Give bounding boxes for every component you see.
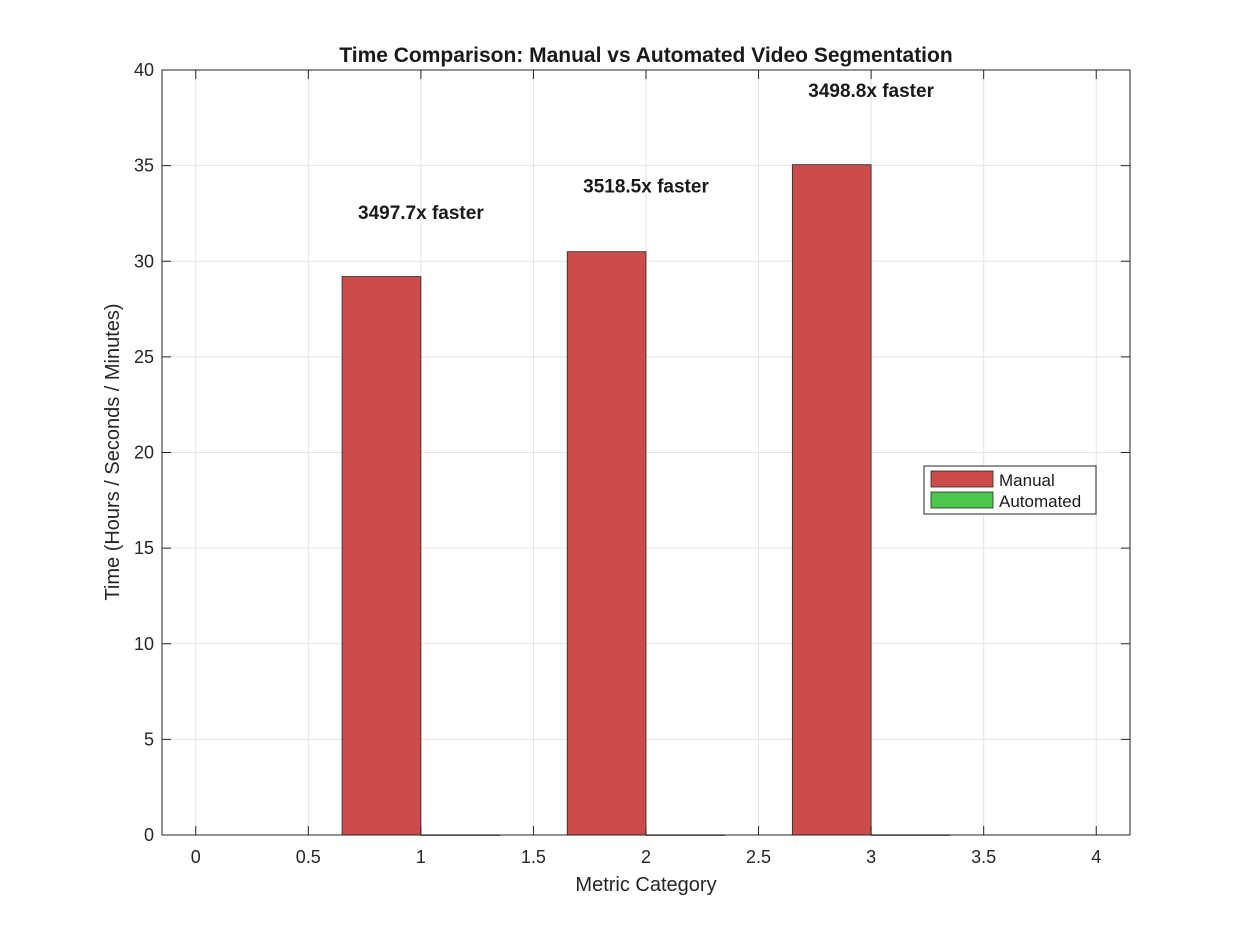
y-tick-label: 10: [134, 634, 154, 654]
x-tick-label: 2: [641, 847, 651, 867]
y-tick-label: 40: [134, 60, 154, 80]
legend-swatch-manual: [930, 470, 994, 488]
bars: [341, 164, 951, 836]
y-tick-label: 5: [144, 729, 154, 749]
y-tick-label: 25: [134, 347, 154, 367]
x-axis-label: Metric Category: [575, 874, 716, 896]
x-tick-label: 1: [416, 847, 426, 867]
y-tick-label: 0: [144, 825, 154, 845]
chart-title: Time Comparison: Manual vs Automated Vid…: [339, 44, 952, 67]
bar-manual-1: [341, 276, 422, 836]
y-tick-label: 35: [134, 156, 154, 176]
legend-swatch-automated: [930, 491, 994, 509]
bar-manual-2: [566, 251, 647, 836]
legend-label-manual: Manual: [999, 471, 1055, 490]
bar-manual-3: [791, 164, 872, 836]
y-tick-label: 20: [134, 443, 154, 463]
y-axis-label: Time (Hours / Seconds / Minutes): [102, 303, 124, 600]
x-tick-label: 2.5: [746, 847, 771, 867]
x-tick-label: 4: [1091, 847, 1101, 867]
x-tick-label: 1.5: [521, 847, 546, 867]
x-tick-label: 0: [191, 847, 201, 867]
x-tick-labels: 0 0.5 1 1.5 2 2.5 3 3.5 4: [191, 847, 1101, 867]
y-tick-label: 30: [134, 251, 154, 271]
y-tick-label: 15: [134, 538, 154, 558]
legend: Manual Automated: [923, 465, 1097, 515]
speedup-annotation: 3498.8x faster: [808, 81, 934, 102]
y-tick-labels: 0 5 10 15 20 25 30 35 40: [134, 60, 154, 845]
speedup-annotation: 3497.7x faster: [358, 203, 484, 224]
speedup-annotation: 3518.5x faster: [583, 176, 709, 197]
x-tick-label: 3: [866, 847, 876, 867]
annotations: 3497.7x faster 3518.5x faster 3498.8x fast…: [358, 81, 935, 224]
x-tick-label: 3.5: [971, 847, 996, 867]
legend-label-automated: Automated: [999, 492, 1081, 511]
axis-ticks: [162, 69, 1130, 836]
x-tick-label: 0.5: [296, 847, 321, 867]
